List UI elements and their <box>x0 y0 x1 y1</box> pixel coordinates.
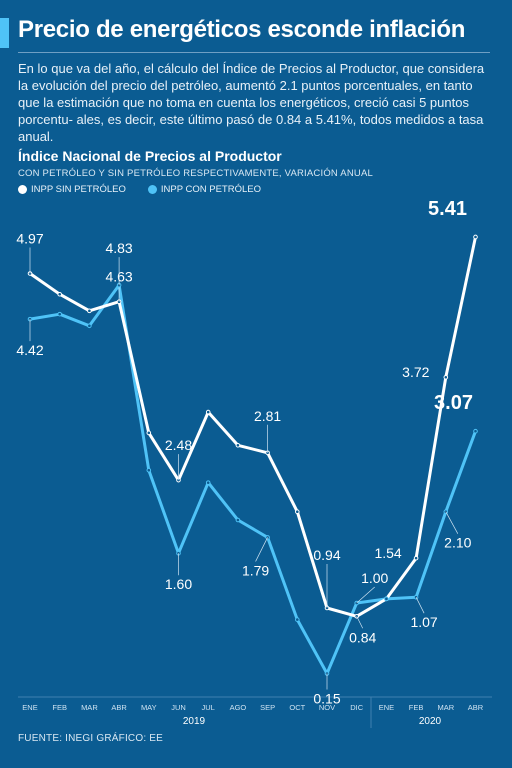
legend-item-con: INPP CON PETRÓLEO <box>147 184 261 195</box>
x-tick-label-6: JUL <box>202 703 215 712</box>
chart-title: Índice Nacional de Precios al Productor <box>18 148 282 164</box>
data-label-s1-14: 2.10 <box>444 535 471 551</box>
x-tick-label-5: JUN <box>171 703 186 712</box>
x-tick-label-2: MAR <box>81 703 98 712</box>
data-label-s0-13: 1.54 <box>374 545 401 561</box>
data-label-s1-3: 4.83 <box>105 240 132 256</box>
data-label-s1-8: 1.79 <box>242 562 269 578</box>
data-label-s0-14: 3.72 <box>402 364 429 380</box>
x-tick-label-4: MAY <box>141 703 157 712</box>
data-label-s0-15: 5.41 <box>428 198 467 220</box>
x-tick-label-11: DIC <box>350 703 364 712</box>
x-tick-label-14: MAR <box>437 703 454 712</box>
chart-subtitle: CON PETRÓLEO Y SIN PETRÓLEO RESPECTIVAME… <box>18 168 373 179</box>
data-point-s1-2 <box>87 323 92 329</box>
data-point-s1-4 <box>146 467 152 473</box>
x-tick-label-10: NOV <box>319 703 335 712</box>
data-label-s1-13: 1.07 <box>410 614 437 630</box>
x-tick-label-13: FEB <box>409 703 424 712</box>
legend-dot-blue <box>147 185 157 194</box>
x-tick-label-8: SEP <box>260 703 275 712</box>
label-leader-s1-11 <box>356 586 375 604</box>
data-point-s0-9 <box>295 509 300 515</box>
data-label-s0-11: 0.84 <box>349 629 376 645</box>
data-point-s0-13 <box>413 555 419 561</box>
data-point-s1-7 <box>235 517 241 523</box>
data-label-s0-8: 2.81 <box>254 408 281 424</box>
data-label-s0-0: 4.97 <box>16 230 43 246</box>
x-tick-label-3: ABR <box>111 703 127 712</box>
label-leader-s0-11 <box>356 616 364 629</box>
label-leader-s1-14 <box>445 511 459 534</box>
chart-legend: INPP SIN PETRÓLEO INPP CON PETRÓLEO <box>18 184 283 195</box>
data-point-s1-12 <box>384 596 389 602</box>
data-label-s1-11: 1.00 <box>361 570 388 586</box>
data-point-s0-1 <box>57 291 63 297</box>
data-label-s1-15: 3.07 <box>434 392 473 414</box>
data-point-s0-6 <box>205 409 211 415</box>
data-point-s1-9 <box>295 617 300 622</box>
header: Precio de energéticos esconde inflación <box>0 14 512 54</box>
title-divider <box>18 52 490 53</box>
x-tick-label-0: ENE <box>22 703 37 712</box>
data-label-s1-0: 4.42 <box>16 342 43 358</box>
data-point-s1-15 <box>473 428 478 434</box>
data-label-s1-5: 1.60 <box>165 576 192 592</box>
data-point-s0-14 <box>443 374 449 380</box>
data-point-s0-4 <box>146 430 152 436</box>
data-point-s0-7 <box>235 443 241 448</box>
series-line-1 <box>29 283 477 675</box>
x-tick-label-1: FEB <box>52 703 67 712</box>
data-label-s1-10: 0.15 <box>313 691 340 707</box>
description: En lo que va del año, el cálculo del Índ… <box>18 61 485 144</box>
legend-label-con: INPP CON PETRÓLEO <box>160 184 261 195</box>
series-line-0 <box>29 236 477 618</box>
data-label-s0-10: 0.94 <box>313 547 340 563</box>
data-point-s1-6 <box>205 480 211 485</box>
label-leader-s1-8 <box>255 537 268 562</box>
data-point-s0-15 <box>473 234 478 240</box>
label-leader-s1-13 <box>415 597 425 614</box>
legend-dot-white <box>18 185 27 194</box>
legend-item-sin: INPP SIN PETRÓLEO <box>18 184 126 195</box>
data-point-s0-2 <box>87 308 92 314</box>
year-label-1: 2020 <box>419 716 442 727</box>
source-note: FUENTE: INEGI GRÁFICO: EE <box>18 733 164 744</box>
x-tick-label-7: AGO <box>230 703 247 712</box>
legend-label-sin: INPP SIN PETRÓLEO <box>31 184 126 195</box>
page-title: Precio de energéticos esconde inflación <box>18 16 466 43</box>
data-point-s1-1 <box>57 311 63 317</box>
x-tick-label-15: ABR <box>468 703 484 712</box>
year-label-0: 2019 <box>183 716 206 727</box>
x-tick-label-9: OCT <box>289 703 305 712</box>
accent-bar <box>0 18 9 48</box>
x-tick-label-12: ENE <box>379 703 394 712</box>
data-label-s0-5: 2.48 <box>165 437 192 453</box>
data-point-s1-8 <box>265 535 270 540</box>
